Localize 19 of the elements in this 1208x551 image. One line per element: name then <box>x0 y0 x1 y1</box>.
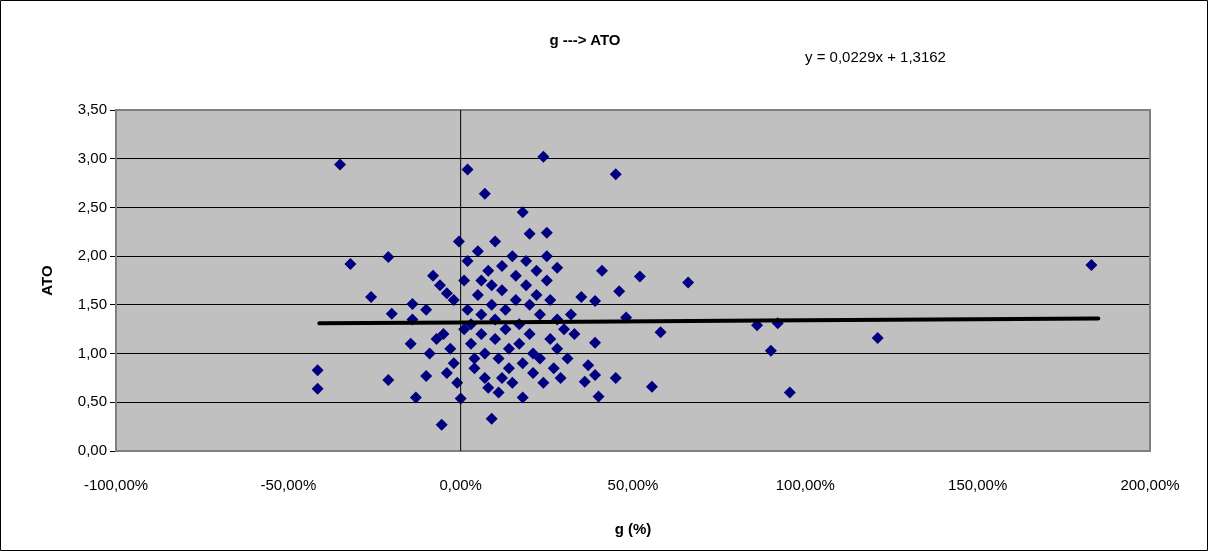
y-tick-label: 2,00 <box>77 246 107 264</box>
x-tick-label: 150,00% <box>948 476 1008 494</box>
y-tick-label: 3,00 <box>77 148 107 166</box>
x-tick-label: -100,00% <box>83 476 149 494</box>
x-tick-label: 200,00% <box>1120 476 1180 494</box>
chart-title: g ---> ATO <box>549 31 621 49</box>
y-tick-label: 1,50 <box>77 295 107 312</box>
y-axis-title: ATO <box>38 265 56 296</box>
y-tick-label: 0,50 <box>77 392 107 410</box>
x-tick-label: -50,00% <box>260 476 317 494</box>
y-tick-label: 2,50 <box>77 197 107 215</box>
x-tick-label: 0,00% <box>439 476 482 494</box>
y-tick-label: 3,50 <box>77 100 107 118</box>
text: y = 0,0229x + 1,3162 <box>805 48 946 66</box>
x-tick-label: 100,00% <box>775 476 835 494</box>
x-tick-label: 50,00% <box>607 476 659 494</box>
y-tick-label: 1,00 <box>77 343 107 361</box>
x-axis-title: g (%) <box>614 520 652 538</box>
y-tick-label: 0,00 <box>77 441 107 459</box>
